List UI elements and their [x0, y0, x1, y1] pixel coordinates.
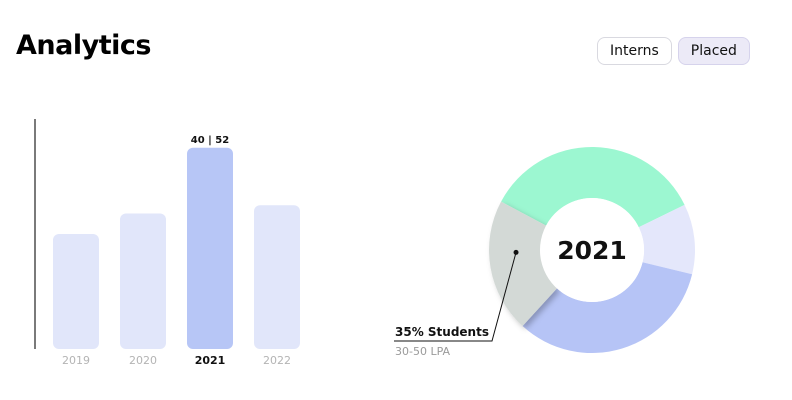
bar-2019[interactable] [53, 234, 99, 349]
x-tick-label-2020: 2020 [129, 354, 157, 367]
x-tick-label-2021: 2021 [195, 354, 226, 367]
bar-2021[interactable] [187, 147, 233, 349]
donut-chart: 2021 35% Students 30-50 LPA [394, 147, 695, 358]
donut-slice-1[interactable] [501, 147, 685, 228]
annotation-label: 35% Students [395, 325, 489, 339]
x-tick-label-2019: 2019 [62, 354, 90, 367]
annotation-leader-line [394, 252, 517, 342]
data-label-2021: 40 | 52 [191, 135, 229, 146]
donut-center-label: 2021 [557, 236, 627, 265]
bar-2022[interactable] [254, 205, 300, 349]
view-toggle: Interns Placed [597, 37, 750, 65]
bar-2020[interactable] [120, 213, 166, 349]
donut-hole [540, 198, 644, 302]
donut-slice-4[interactable] [489, 201, 557, 327]
donut-slice-3[interactable] [522, 262, 693, 353]
donut-slice-2[interactable] [638, 204, 695, 275]
interns-toggle-button[interactable]: Interns [597, 37, 672, 65]
x-tick-label-2022: 2022 [263, 354, 291, 367]
annotation-sublabel: 30-50 LPA [395, 345, 451, 358]
page-title: Analytics [16, 30, 151, 61]
placed-toggle-button[interactable]: Placed [677, 37, 750, 65]
bar-chart: 2019 2020 2021 40 | 52 2022 [34, 119, 300, 367]
